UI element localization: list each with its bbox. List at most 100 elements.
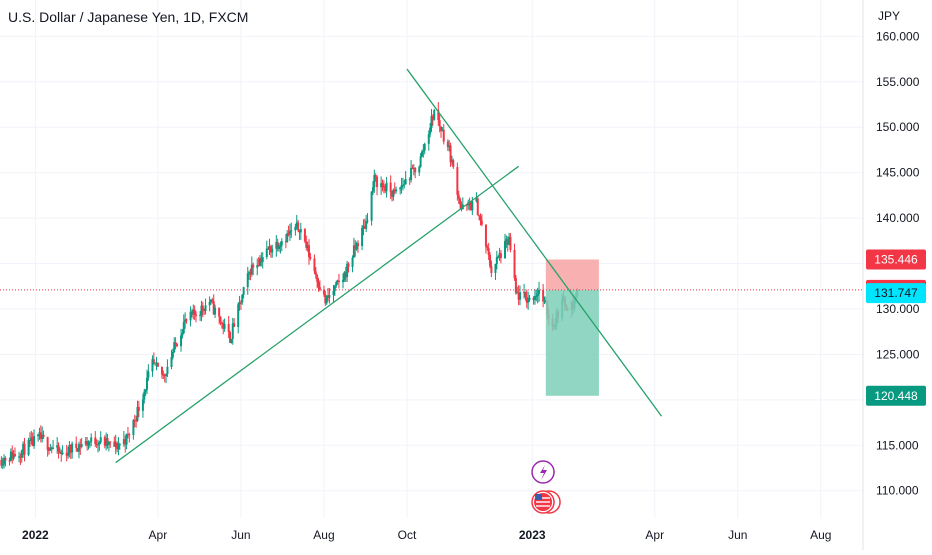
candle-down bbox=[513, 250, 516, 279]
candle-up bbox=[370, 191, 373, 221]
candle-up bbox=[332, 290, 335, 296]
candle-up bbox=[400, 185, 403, 188]
candle-down bbox=[227, 323, 230, 333]
price-label-bg bbox=[866, 249, 926, 270]
candle-down bbox=[39, 432, 42, 439]
candle-up bbox=[117, 445, 120, 450]
candle-up bbox=[166, 366, 169, 375]
candle-up bbox=[143, 391, 146, 400]
candle-up bbox=[199, 314, 202, 316]
price-label-text: 120.448 bbox=[874, 389, 918, 403]
candle-up bbox=[68, 445, 71, 454]
candle-down bbox=[382, 185, 385, 188]
candle-up bbox=[373, 175, 376, 188]
candle-down bbox=[287, 233, 290, 235]
symbol-title[interactable]: U.S. Dollar / Japanese Yen, 1D, FXCM bbox=[8, 9, 249, 25]
price-tick-label: 115.000 bbox=[876, 438, 919, 452]
candle-up bbox=[535, 295, 538, 297]
candle-down bbox=[525, 297, 528, 303]
candle-down bbox=[487, 248, 490, 255]
candle-down bbox=[542, 289, 545, 302]
candle-down bbox=[284, 241, 287, 243]
time-tick-label: Aug bbox=[810, 528, 831, 542]
candle-down bbox=[431, 115, 434, 120]
candle-up bbox=[200, 305, 203, 315]
candle-up bbox=[380, 183, 383, 188]
candle-down bbox=[442, 129, 445, 142]
candle-up bbox=[420, 151, 423, 157]
candle-down bbox=[152, 359, 155, 364]
candle-down bbox=[76, 448, 79, 452]
candle-up bbox=[286, 233, 289, 243]
candle-down bbox=[506, 239, 509, 245]
candle-up bbox=[189, 311, 192, 321]
candle-down bbox=[8, 460, 11, 462]
candle-down bbox=[276, 242, 279, 249]
candle-up bbox=[410, 167, 413, 181]
candle-up bbox=[505, 239, 508, 242]
candle-up bbox=[516, 292, 519, 294]
candle-up bbox=[248, 272, 251, 274]
candle-up bbox=[67, 453, 70, 456]
candle-down bbox=[309, 256, 312, 259]
candle-down bbox=[374, 175, 377, 177]
price-tick-label: 125.000 bbox=[876, 347, 920, 361]
candle-down bbox=[109, 441, 112, 443]
candle-down bbox=[219, 316, 222, 323]
us-flag-event-icon[interactable] bbox=[531, 490, 561, 514]
price-tick-label: 130.000 bbox=[876, 302, 920, 316]
candle-down bbox=[479, 216, 482, 221]
candle-up bbox=[395, 189, 398, 192]
candle-down bbox=[484, 224, 487, 247]
price-label-bg bbox=[866, 283, 926, 304]
candle-up bbox=[118, 444, 121, 446]
candle-down bbox=[75, 443, 78, 449]
candle-down bbox=[212, 301, 215, 315]
short-position-tool[interactable] bbox=[545, 259, 599, 396]
candle-down bbox=[257, 265, 260, 267]
candle-down bbox=[48, 449, 51, 451]
candle-down bbox=[391, 192, 394, 197]
price-axis[interactable]: 110.000115.000120.000125.000130.000135.0… bbox=[866, 29, 926, 498]
candle-up bbox=[231, 323, 234, 339]
candle-up bbox=[80, 444, 83, 447]
candle-up bbox=[97, 444, 100, 446]
candle-down bbox=[269, 246, 272, 253]
price-label-text: 135.446 bbox=[874, 252, 918, 266]
time-axis[interactable]: 2022 Apr Jun Aug Oct 2023 Apr Jun Aug bbox=[22, 528, 831, 542]
candle-up bbox=[71, 443, 74, 453]
candle-up bbox=[498, 253, 501, 257]
candle-down bbox=[347, 263, 350, 267]
candle-up bbox=[362, 226, 365, 228]
candle-up bbox=[279, 245, 282, 247]
candle-down bbox=[414, 167, 417, 173]
candle-down bbox=[13, 453, 16, 457]
candle-up bbox=[355, 243, 358, 250]
price-label: 131.747 bbox=[866, 283, 926, 304]
candle-up bbox=[441, 129, 444, 131]
trendlines[interactable] bbox=[115, 68, 663, 464]
candle-up bbox=[90, 437, 93, 442]
candle-up bbox=[173, 342, 176, 352]
lightning-event-icon[interactable] bbox=[531, 460, 555, 484]
candle-up bbox=[404, 179, 407, 185]
candle-up bbox=[475, 198, 478, 202]
event-markers[interactable] bbox=[531, 460, 561, 514]
candle-up bbox=[99, 437, 102, 443]
candle-down bbox=[249, 272, 252, 275]
candle-up bbox=[528, 297, 531, 300]
candle-up bbox=[288, 230, 291, 235]
time-tick-label: Jun bbox=[728, 528, 747, 542]
candle-up bbox=[328, 295, 331, 298]
candle-down bbox=[220, 322, 223, 324]
currency-label: JPY bbox=[878, 9, 900, 23]
candle-down bbox=[303, 229, 306, 242]
candle-up bbox=[261, 257, 264, 263]
candle-down bbox=[438, 120, 441, 127]
candle-up bbox=[204, 305, 207, 312]
candle-up bbox=[504, 241, 507, 259]
candle-down bbox=[486, 246, 489, 249]
candle-up bbox=[494, 264, 497, 273]
